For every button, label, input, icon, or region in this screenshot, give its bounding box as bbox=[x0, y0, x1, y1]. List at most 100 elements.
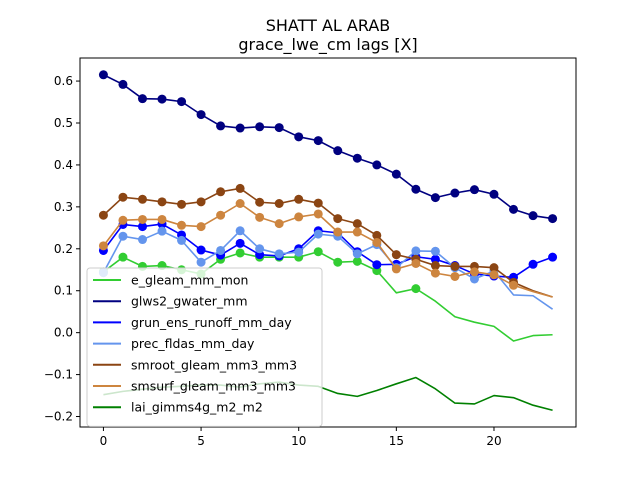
data-point bbox=[255, 197, 265, 207]
legend-label: lai_gimms4g_m2_m2 bbox=[131, 400, 263, 415]
data-point bbox=[489, 263, 499, 273]
legend-label: glws2_gwater_mm bbox=[131, 294, 248, 309]
data-point bbox=[235, 183, 245, 193]
data-point bbox=[235, 226, 245, 236]
data-point bbox=[469, 267, 479, 277]
data-point bbox=[255, 122, 265, 132]
data-point bbox=[255, 212, 265, 222]
data-point bbox=[469, 185, 479, 195]
data-point bbox=[352, 153, 362, 163]
data-point bbox=[411, 246, 421, 256]
data-point bbox=[216, 210, 226, 220]
series-glws2_gwater_mm bbox=[98, 70, 558, 224]
data-point bbox=[430, 268, 440, 278]
data-point bbox=[118, 192, 128, 202]
data-point bbox=[430, 254, 440, 264]
data-point bbox=[430, 246, 440, 256]
legend-item: grun_ens_runoff_mm_day bbox=[93, 315, 292, 330]
data-point bbox=[157, 94, 167, 104]
data-point bbox=[255, 244, 265, 254]
y-tick-label: −0.2 bbox=[44, 410, 73, 424]
data-point bbox=[411, 258, 421, 268]
chart-title: SHATT AL ARAB bbox=[266, 16, 391, 35]
data-point bbox=[548, 214, 558, 224]
data-point bbox=[235, 248, 245, 258]
data-point bbox=[98, 70, 108, 80]
data-point bbox=[450, 188, 460, 198]
data-point bbox=[411, 284, 421, 294]
data-point bbox=[411, 184, 421, 194]
legend-label: smroot_gleam_mm3_mm3 bbox=[131, 357, 297, 372]
axes: 0 5 10 15 20 −0.2 −0.1 0.0 0.1 0.2 0.3 0.4 0.5 0.6 bbox=[44, 57, 577, 448]
legend-item: glws2_gwater_mm bbox=[93, 294, 248, 309]
data-point bbox=[509, 204, 519, 214]
data-point bbox=[333, 214, 343, 224]
y-tick-label: 0.4 bbox=[54, 158, 73, 172]
data-point bbox=[333, 146, 343, 156]
data-point bbox=[372, 160, 382, 170]
data-point bbox=[294, 212, 304, 222]
data-point bbox=[489, 270, 499, 280]
legend-item: prec_fldas_mm_day bbox=[93, 336, 255, 351]
data-point bbox=[372, 238, 382, 247]
y-tick-label: 0.0 bbox=[54, 326, 73, 340]
legend-item: e_gleam_mm_mon bbox=[93, 273, 248, 288]
x-tick-label: 10 bbox=[291, 434, 306, 448]
data-point bbox=[509, 280, 519, 290]
data-point bbox=[177, 220, 187, 230]
data-point bbox=[372, 260, 382, 270]
data-point bbox=[157, 214, 167, 224]
legend-box bbox=[86, 267, 323, 427]
data-point bbox=[118, 231, 128, 241]
data-point bbox=[274, 123, 284, 133]
data-point bbox=[137, 235, 147, 245]
data-point bbox=[235, 199, 245, 208]
data-point bbox=[333, 227, 343, 237]
data-point bbox=[450, 271, 460, 281]
data-point bbox=[118, 252, 128, 262]
data-point bbox=[118, 215, 128, 225]
data-point bbox=[313, 209, 323, 219]
data-point bbox=[196, 257, 206, 267]
data-point bbox=[235, 238, 245, 248]
data-point bbox=[294, 247, 304, 257]
data-point bbox=[430, 193, 440, 203]
data-point bbox=[196, 197, 206, 207]
data-point bbox=[430, 261, 440, 271]
data-point bbox=[98, 210, 108, 220]
data-point bbox=[294, 132, 304, 142]
data-point bbox=[333, 257, 343, 267]
data-point bbox=[313, 136, 323, 146]
legend-item: lai_gimms4g_m2_m2 bbox=[93, 400, 263, 415]
x-tick-label: 5 bbox=[197, 434, 205, 448]
y-tick-label: 0.1 bbox=[54, 284, 73, 298]
data-point bbox=[450, 261, 460, 271]
axes-frame bbox=[79, 57, 577, 428]
data-point bbox=[372, 230, 382, 240]
data-point bbox=[528, 211, 538, 221]
data-point bbox=[157, 197, 167, 207]
data-point bbox=[313, 229, 323, 239]
y-tick-label: −0.1 bbox=[44, 368, 73, 382]
y-tick-label: 0.2 bbox=[54, 242, 73, 256]
x-tick-label: 0 bbox=[100, 434, 108, 448]
legend: e_gleam_mm_mon glws2_gwater_mm grun_ens_ru… bbox=[86, 267, 323, 427]
data-point bbox=[469, 274, 479, 284]
data-point bbox=[489, 189, 499, 199]
data-point bbox=[137, 94, 147, 104]
data-point bbox=[274, 199, 284, 208]
y-tick-label: 0.5 bbox=[54, 116, 73, 130]
data-point bbox=[196, 245, 206, 255]
data-point bbox=[137, 214, 147, 224]
y-tick-label: 0.3 bbox=[54, 200, 73, 214]
series-smsurf_gleam_mm3_mm3 bbox=[98, 199, 553, 298]
data-point bbox=[118, 79, 128, 89]
data-point bbox=[352, 249, 362, 259]
data-point bbox=[352, 219, 362, 229]
data-point bbox=[235, 123, 245, 133]
data-point bbox=[391, 169, 401, 179]
data-point bbox=[196, 110, 206, 120]
data-point bbox=[294, 194, 304, 204]
data-point bbox=[157, 226, 167, 236]
